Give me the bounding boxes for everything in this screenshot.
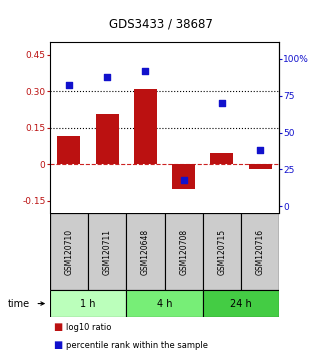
Point (257, 147, 263, 153)
Text: GSM120715: GSM120715 (217, 228, 226, 275)
Text: GSM120710: GSM120710 (65, 228, 74, 275)
Point (66, 82, 72, 88)
Point (105, 74, 110, 79)
Bar (88, 213, 126, 290)
Point (181, 177, 186, 183)
Text: 24 h: 24 h (230, 298, 252, 309)
Text: time: time (8, 298, 30, 309)
Text: ■: ■ (53, 340, 62, 350)
Text: percentile rank within the sample: percentile rank within the sample (66, 341, 208, 350)
Bar (50, 213, 88, 290)
Point (219, 100, 224, 106)
Bar (241, 213, 279, 290)
Bar (126, 213, 164, 290)
Bar (211, 153, 233, 164)
Bar (172, 164, 195, 188)
Bar (96, 114, 118, 164)
Bar (134, 89, 157, 164)
Bar (57, 136, 80, 164)
Text: GSM120716: GSM120716 (256, 228, 265, 275)
Bar (50, 290, 126, 317)
Text: 1 h: 1 h (80, 298, 96, 309)
Text: 4 h: 4 h (157, 298, 172, 309)
Text: ■: ■ (53, 322, 62, 332)
Text: GSM120648: GSM120648 (141, 228, 150, 275)
Text: log10 ratio: log10 ratio (66, 323, 111, 332)
Bar (203, 290, 279, 317)
Bar (126, 290, 203, 317)
Text: GSM120711: GSM120711 (103, 229, 112, 275)
Point (143, 68, 148, 74)
Text: GSM120708: GSM120708 (179, 228, 188, 275)
Bar (164, 213, 203, 290)
Text: GDS3433 / 38687: GDS3433 / 38687 (108, 17, 213, 30)
Bar (203, 213, 241, 290)
Bar (249, 164, 272, 169)
